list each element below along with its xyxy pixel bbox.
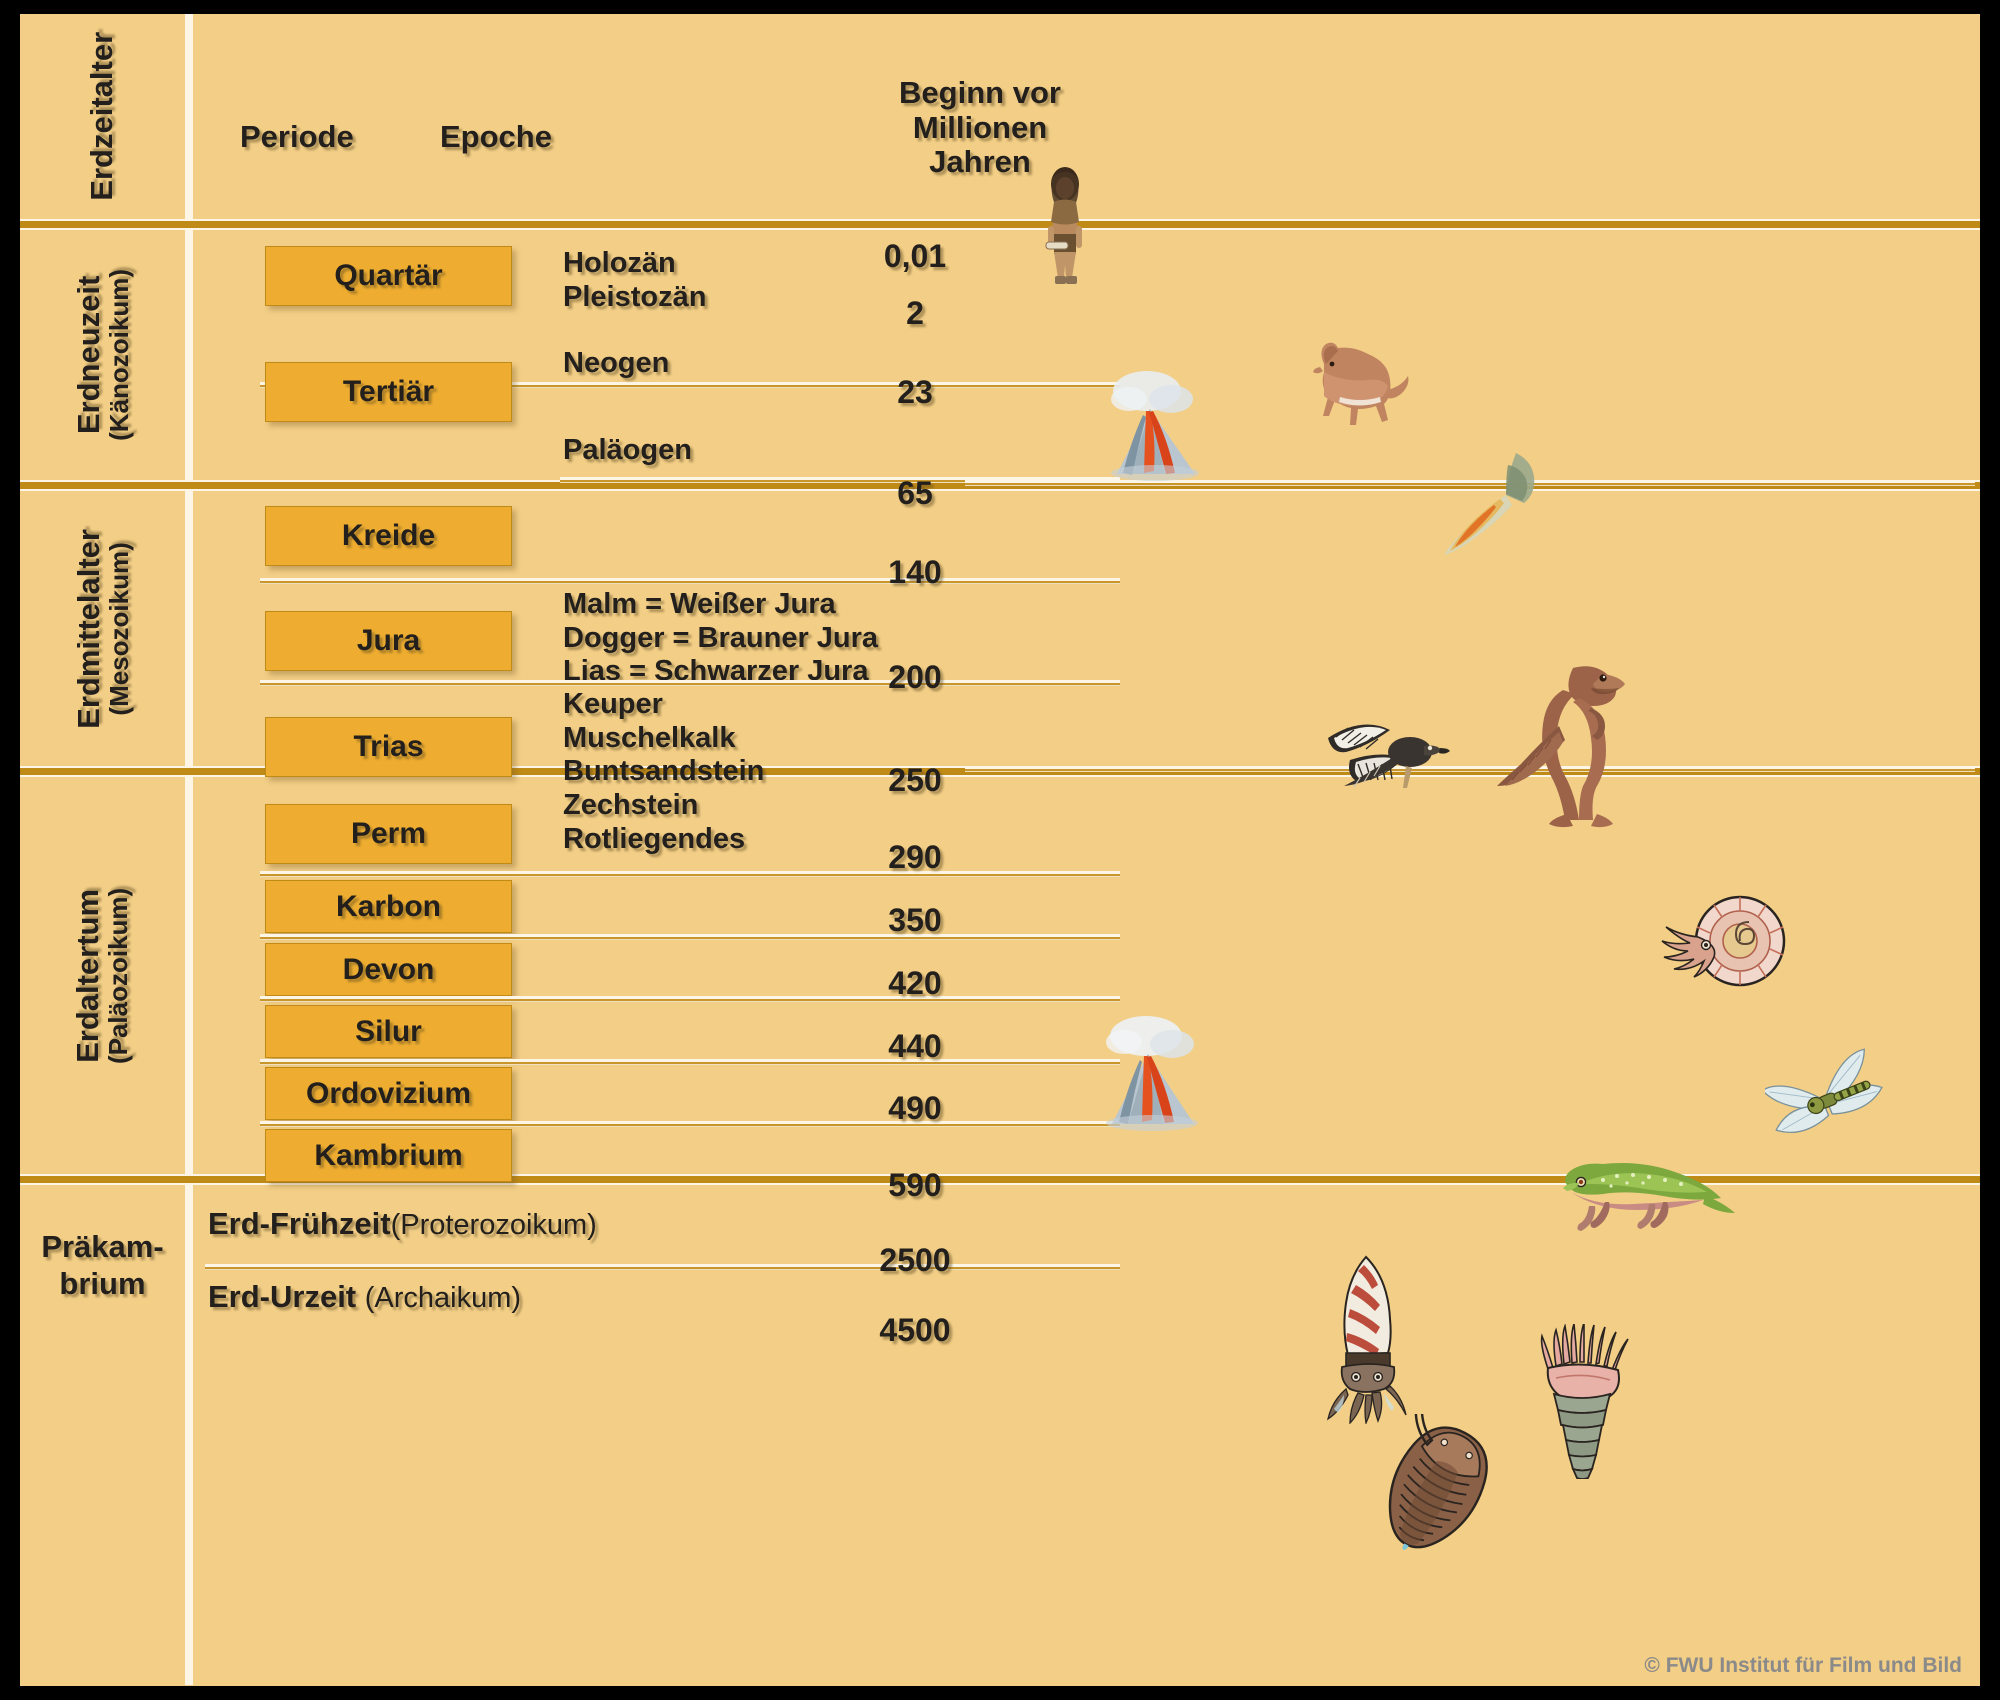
precambrian-row-proterozoic: Erd-Frühzeit(Proterozoikum) [208, 1206, 597, 1242]
age-value-490: 490 [888, 1090, 942, 1126]
precambrian-paren: (Archaikum) [364, 1282, 522, 1314]
epoch-text-neogen: Neogen [563, 347, 670, 379]
period-chip-kambrium[interactable]: Kambrium [265, 1129, 512, 1182]
age-tick-65-right [965, 480, 1975, 486]
age-value-2: 2 [906, 295, 924, 331]
header-era-cell: Erdzeitalter [20, 14, 185, 219]
period-chip-label: Ordovizium [305, 1076, 471, 1110]
era-column-divider-mesozoic [185, 491, 193, 766]
archaeopteryx-illustration [1320, 704, 1460, 814]
volcano-cenozoic-illustration [1095, 369, 1220, 484]
period-chip-quartaer[interactable]: Quartär [265, 246, 512, 306]
header-era-label: Erdzeitalter [84, 32, 120, 201]
period-chip-karbon[interactable]: Karbon [265, 880, 512, 933]
epoch-text-trias: Keuper Muschelkalk Buntsandstein [563, 688, 765, 788]
period-chip-label: Kreide [341, 519, 436, 552]
era-label-precambrian: Präkam- brium [41, 1228, 164, 1301]
epoch-rule-kreide-jura [260, 578, 1120, 584]
ammonite-illustration [1640, 889, 1800, 1004]
crinoid-illustration [1530, 1324, 1640, 1479]
period-chip-label: Trias [353, 730, 424, 763]
age-value-350: 350 [888, 902, 942, 938]
age-value-2500: 2500 [879, 1242, 951, 1278]
era-cell-mesozoic: Erdmittelalter (Mesozoikum) [20, 491, 185, 766]
period-chip-kreide[interactable]: Kreide [265, 506, 512, 566]
age-value-440: 440 [888, 1028, 942, 1064]
epoch-text-jura: Malm = Weißer Jura Dogger = Brauner Jura… [563, 588, 879, 688]
age-value-420: 420 [888, 965, 942, 1001]
header-epoch-label: Epoche [440, 119, 552, 154]
age-value-23: 23 [897, 374, 933, 410]
epoch-rule-ordovizium-kambrium [260, 1121, 1120, 1127]
epoch-rule-jura-trias [260, 680, 1120, 686]
era-cell-cenozoic: Erdneuzeit (Känozoikum) [20, 230, 185, 480]
era-column-divider-cenozoic [185, 230, 193, 480]
period-chip-tertiaer[interactable]: Tertiär [265, 362, 512, 422]
period-chip-label: Devon [342, 952, 435, 986]
era-cell-paleozoic: Erdaltertum (Paläozoikum) [20, 777, 185, 1174]
age-value-0-01: 0,01 [883, 238, 947, 274]
dragonfly-illustration [1765, 1039, 1890, 1164]
early-mammal-illustration [1300, 334, 1415, 434]
period-chip-label: Kambrium [314, 1138, 463, 1172]
age-value-590: 590 [888, 1167, 942, 1203]
precambrian-paren: (Proterozoikum) [390, 1209, 597, 1241]
age-value-290: 290 [888, 839, 942, 875]
age-value-140: 140 [888, 554, 942, 590]
epoch-text-quartaer: Holozän Pleistozän [563, 247, 707, 313]
age-tick-590-right [965, 1174, 1980, 1185]
period-chip-label: Perm [350, 817, 427, 850]
period-chip-ordovizium[interactable]: Ordovizium [265, 1067, 512, 1120]
early-human-illustration [1030, 164, 1100, 304]
era-label-cenozoic: Erdneuzeit (Känozoikum) [70, 269, 134, 441]
epoch-text-palaeogen: Paläogen [563, 434, 692, 466]
epoch-rule-neogen-palaeogen [560, 477, 1120, 483]
era-column-divider-paleozoic [185, 777, 193, 1174]
epoch-rule-perm-karbon [260, 871, 1120, 877]
epoch-rule-silur-ordovizium [260, 1059, 1120, 1065]
chart-board: Erdzeitalter Periode Epoche Beginn vor M… [20, 14, 1980, 1686]
copyright-notice: © FWU Institut für Film und Bild [1644, 1654, 1962, 1677]
period-chip-label: Tertiär [342, 375, 435, 408]
period-chip-label: Karbon [336, 889, 441, 923]
era-column-divider-header [185, 14, 193, 219]
period-chip-jura[interactable]: Jura [265, 611, 512, 671]
epoch-rule-devon-silur [260, 996, 1120, 1002]
epoch-rule-proterozoic-archaic [205, 1264, 1120, 1270]
epoch-rule-quartaer-tertiaer [260, 382, 1120, 388]
header-period-label: Periode [240, 119, 354, 154]
precambrian-name: Erd-Urzeit [208, 1279, 357, 1314]
age-value-4500: 4500 [879, 1312, 951, 1348]
era-label-mesozoic: Erdmittelalter (Mesozoikum) [70, 528, 134, 729]
period-chip-silur[interactable]: Silur [265, 1005, 512, 1058]
period-chip-devon[interactable]: Devon [265, 943, 512, 996]
amphibian-illustration [1545, 1144, 1740, 1244]
period-chip-label: Jura [356, 624, 421, 657]
epoch-rule-karbon-devon [260, 934, 1120, 940]
dinosaur-illustration [1495, 654, 1645, 839]
era-column-divider-precambrian [185, 1185, 193, 1685]
era-label-paleozoic: Erdaltertum (Paläozoikum) [70, 887, 134, 1064]
volcano-paleozoic-illustration [1090, 1014, 1220, 1134]
precambrian-name: Erd-Frühzeit [208, 1206, 391, 1241]
age-tick-250-right [965, 766, 1975, 772]
age-value-65: 65 [897, 475, 933, 511]
period-chip-label: Silur [355, 1014, 422, 1048]
separator-header-cenozoic [20, 219, 1980, 230]
age-value-200: 200 [888, 659, 942, 695]
period-chip-trias[interactable]: Trias [265, 717, 512, 777]
period-chip-label: Quartär [334, 259, 443, 292]
age-value-250: 250 [888, 762, 942, 798]
era-cell-precambrian: Präkam- brium [20, 1185, 185, 1345]
period-chip-perm[interactable]: Perm [265, 804, 512, 864]
meteorite-impact-illustration [1420, 449, 1545, 559]
precambrian-row-archaic: Erd-Urzeit (Archaikum) [208, 1279, 521, 1315]
header-age-label: Beginn vor Millionen Jahren [899, 75, 1061, 180]
orthoceras-illustration [1320, 1249, 1435, 1424]
trilobite-illustration [1365, 1414, 1510, 1559]
epoch-text-perm: Zechstein Rotliegendes [563, 789, 746, 855]
